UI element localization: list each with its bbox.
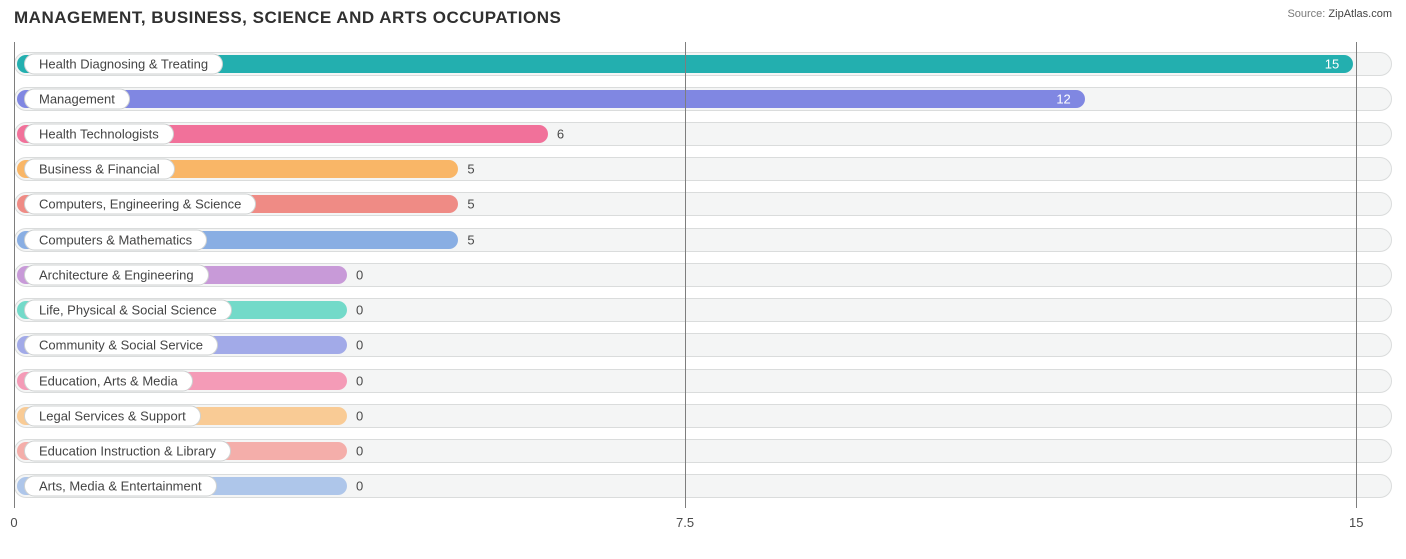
- bar-row: Architecture & Engineering 0: [14, 261, 1392, 289]
- bar-value-label: 5: [467, 162, 474, 177]
- bar-value-label: 6: [557, 127, 564, 142]
- chart-header: MANAGEMENT, BUSINESS, SCIENCE AND ARTS O…: [14, 8, 1392, 28]
- bar-value-label: 0: [356, 267, 363, 282]
- bar-row: Life, Physical & Social Science 0: [14, 296, 1392, 324]
- bar-value-label: 0: [356, 408, 363, 423]
- bar-value-label: 12: [1056, 91, 1070, 106]
- source-name: ZipAtlas.com: [1328, 8, 1392, 20]
- category-pill: Life, Physical & Social Science: [24, 300, 232, 321]
- bar-row: Community & Social Service 0: [14, 331, 1392, 359]
- category-pill: Health Technologists: [24, 124, 174, 145]
- category-pill: Computers, Engineering & Science: [24, 194, 256, 215]
- category-pill: Community & Social Service: [24, 335, 218, 356]
- category-pill: Education Instruction & Library: [24, 441, 231, 462]
- bar-row: Health Technologists 6: [14, 120, 1392, 148]
- bar-value-label: 0: [356, 373, 363, 388]
- bar-row: Management 12: [14, 85, 1392, 113]
- chart-title: MANAGEMENT, BUSINESS, SCIENCE AND ARTS O…: [14, 8, 561, 28]
- category-pill: Management: [24, 88, 130, 109]
- category-pill: Arts, Media & Entertainment: [24, 476, 217, 497]
- bar-fill: [17, 90, 1085, 108]
- bar-row: Computers, Engineering & Science 5: [14, 190, 1392, 218]
- bar-row: Arts, Media & Entertainment 0: [14, 472, 1392, 500]
- bar-value-label: 5: [467, 232, 474, 247]
- bar-row: Computers & Mathematics 5: [14, 226, 1392, 254]
- bar-value-label: 15: [1325, 56, 1339, 71]
- bar-value-label: 0: [356, 338, 363, 353]
- grid-line: [14, 42, 15, 508]
- category-pill: Health Diagnosing & Treating: [24, 53, 223, 74]
- bar-row: Education Instruction & Library 0: [14, 437, 1392, 465]
- category-pill: Legal Services & Support: [24, 405, 201, 426]
- bar-value-label: 0: [356, 444, 363, 459]
- bar-row: Legal Services & Support 0: [14, 402, 1392, 430]
- category-pill: Business & Financial: [24, 159, 175, 180]
- x-tick-label: 0: [10, 515, 17, 530]
- category-pill: Architecture & Engineering: [24, 264, 209, 285]
- chart-area: Health Diagnosing & Treating 15 Management…: [14, 42, 1392, 542]
- bar-row: Education, Arts & Media 0: [14, 367, 1392, 395]
- x-tick-label: 15: [1349, 515, 1363, 530]
- bar-value-label: 0: [356, 479, 363, 494]
- bar-row: Business & Financial 5: [14, 155, 1392, 183]
- source-label: Source:: [1287, 8, 1325, 20]
- grid-line: [685, 42, 686, 508]
- bar-value-label: 0: [356, 303, 363, 318]
- grid-line: [1356, 42, 1357, 508]
- bars-container: Health Diagnosing & Treating 15 Management…: [14, 42, 1392, 508]
- bar-row: Health Diagnosing & Treating 15: [14, 50, 1392, 78]
- category-pill: Education, Arts & Media: [24, 370, 193, 391]
- category-pill: Computers & Mathematics: [24, 229, 207, 250]
- bar-value-label: 5: [467, 197, 474, 212]
- x-tick-label: 7.5: [676, 515, 694, 530]
- chart-source: Source: ZipAtlas.com: [1287, 8, 1392, 20]
